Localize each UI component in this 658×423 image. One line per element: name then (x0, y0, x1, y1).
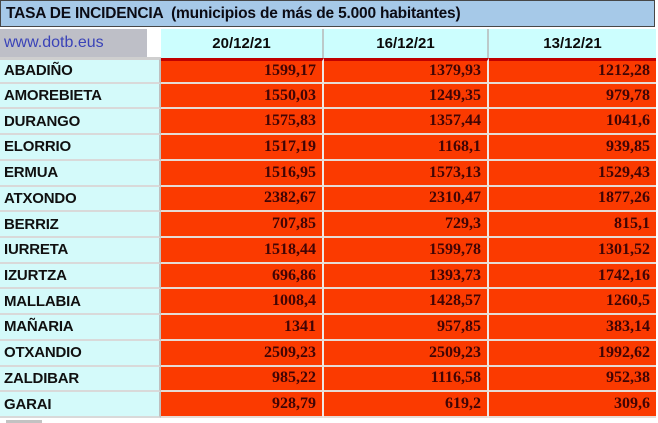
value-cell: 1742,16 (489, 263, 656, 290)
municipality-name: ATXONDO (0, 186, 161, 213)
value-cell: 1260,5 (489, 289, 656, 316)
municipality-name: IZURTZA (0, 263, 161, 290)
value-cell: 815,1 (489, 212, 656, 238)
value-cell: 1212,28 (489, 58, 656, 84)
value-cell: 1599,78 (324, 237, 489, 264)
value-cell: 1168,1 (324, 135, 489, 161)
value-cell: 1599,17 (161, 58, 324, 84)
municipality-name: BERRIZ (0, 212, 161, 238)
column-header-date-2: 16/12/21 (324, 29, 489, 58)
value-cell: 619,2 (324, 392, 489, 418)
data-grid: ABADIÑO 1599,17 1379,93 1212,28 AMOREBIETA 15… (0, 58, 656, 418)
municipality-name: OTXANDIO (0, 340, 161, 367)
value-cell: 2382,67 (161, 186, 324, 213)
municipality-name: ELORRIO (0, 135, 161, 161)
value-cell: 952,38 (489, 366, 656, 393)
value-cell: 957,85 (324, 315, 489, 341)
municipality-name: GARAI (0, 392, 161, 418)
value-cell: 1249,35 (324, 83, 489, 110)
value-cell: 707,85 (161, 212, 324, 238)
header-row: www.dotb.eus 20/12/21 16/12/21 13/12/21 (0, 29, 656, 58)
source-link[interactable]: www.dotb.eus (0, 29, 147, 58)
value-cell: 1341 (161, 315, 324, 341)
value-cell: 1357,44 (324, 109, 489, 136)
value-cell: 729,3 (324, 212, 489, 238)
value-cell: 1518,44 (161, 237, 324, 264)
value-cell: 1393,73 (324, 263, 489, 290)
municipality-name: ZALDIBAR (0, 366, 161, 393)
bottom-strip (0, 418, 658, 423)
municipality-name: AMOREBIETA (0, 83, 161, 110)
municipality-name: MALLABIA (0, 289, 161, 316)
column-header-date-1: 20/12/21 (161, 29, 324, 58)
value-cell: 696,86 (161, 263, 324, 290)
value-cell: 1573,13 (324, 160, 489, 187)
clipped-next-row (6, 420, 42, 423)
value-cell: 985,22 (161, 366, 324, 393)
value-cell: 2509,23 (161, 340, 324, 367)
value-cell: 1575,83 (161, 109, 324, 136)
value-cell: 309,6 (489, 392, 656, 418)
column-header-date-3: 13/12/21 (489, 29, 656, 58)
municipality-name: ABADIÑO (0, 58, 161, 84)
value-cell: 979,78 (489, 83, 656, 110)
value-cell: 1379,93 (324, 58, 489, 84)
value-cell: 928,79 (161, 392, 324, 418)
value-cell: 1041,6 (489, 109, 656, 136)
table-title: TASA DE INCIDENCIA (municipios de más de… (0, 0, 655, 27)
value-cell: 1517,19 (161, 135, 324, 161)
municipality-name: IURRETA (0, 237, 161, 264)
value-cell: 1550,03 (161, 83, 324, 110)
value-cell: 1877,26 (489, 186, 656, 213)
value-cell: 383,14 (489, 315, 656, 341)
value-cell: 1116,58 (324, 366, 489, 393)
value-cell: 1428,57 (324, 289, 489, 316)
value-cell: 1301,52 (489, 237, 656, 264)
municipality-name: MAÑARIA (0, 315, 161, 341)
municipality-name: ERMUA (0, 160, 161, 187)
municipality-name: DURANGO (0, 109, 161, 136)
value-cell: 1992,62 (489, 340, 656, 367)
value-cell: 1529,43 (489, 160, 656, 187)
value-cell: 2509,23 (324, 340, 489, 367)
value-cell: 1008,4 (161, 289, 324, 316)
value-cell: 1516,95 (161, 160, 324, 187)
value-cell: 939,85 (489, 135, 656, 161)
spacer-cell (147, 29, 161, 58)
value-cell: 2310,47 (324, 186, 489, 213)
